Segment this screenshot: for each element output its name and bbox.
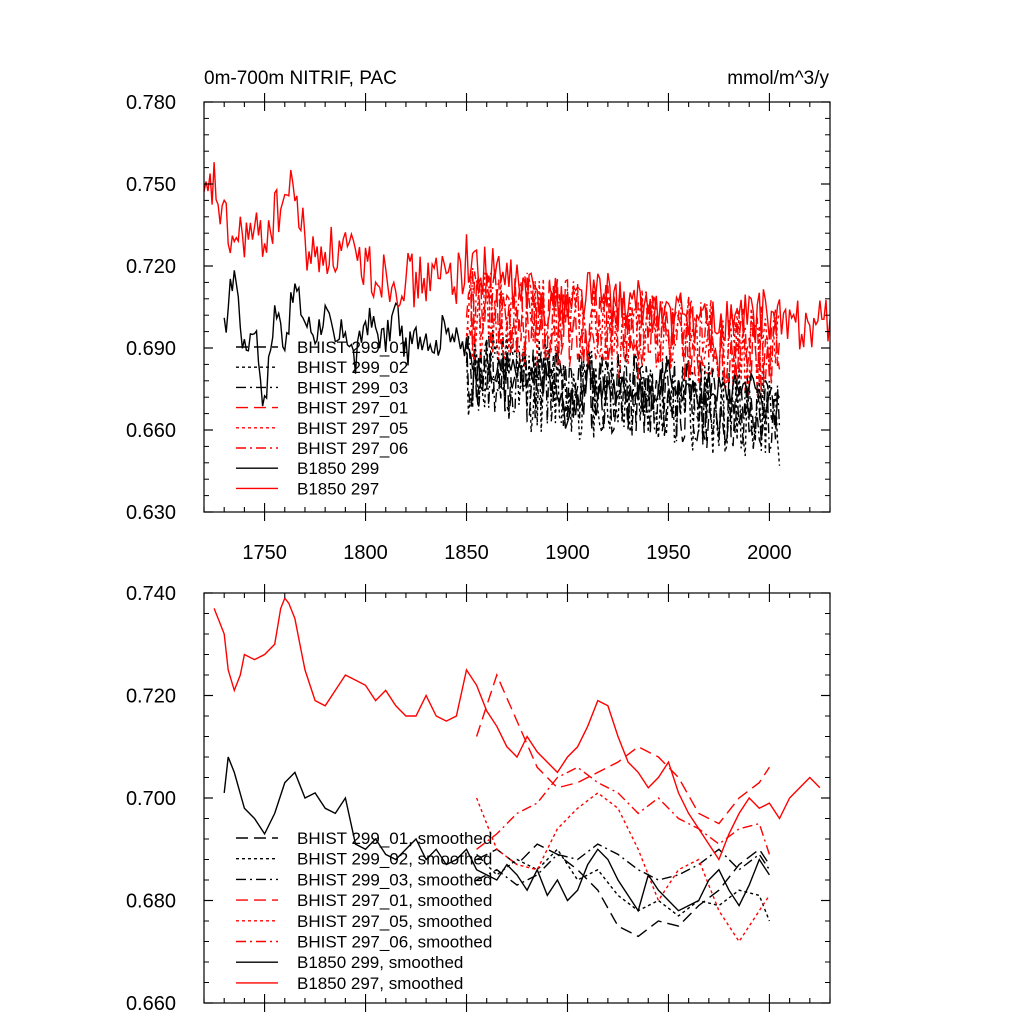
top-series-line-8 bbox=[204, 162, 830, 353]
bottom-chart: 0.660 0.680 0.700 0.720 0.740 BHIST 299_01, … bbox=[126, 583, 831, 1015]
top-series-line-7 bbox=[223, 270, 771, 429]
top-axes: 0.630 0.660 0.690 0.720 0.750 0.780 1750 1800 18… bbox=[126, 92, 831, 564]
bottom-plot-frame bbox=[203, 592, 831, 1004]
bottom-legend-label: B1850 297, smoothed bbox=[297, 974, 463, 993]
top-chart: 0m-700m NITRIF, PAC mmol/m^3/y 0.630 0.66… bbox=[126, 68, 831, 564]
top-x-tick-label: 1850 bbox=[444, 542, 489, 564]
bottom-series-line-3 bbox=[476, 843, 770, 886]
bottom-series-layer bbox=[213, 596, 821, 943]
top-legend-label: BHIST 299_03 bbox=[297, 378, 408, 397]
bottom-legend-label: BHIST 299_03, smoothed bbox=[297, 870, 492, 889]
top-x-tick-label: 1950 bbox=[646, 542, 691, 564]
top-y-tick-label: 0.780 bbox=[126, 92, 176, 114]
top-x-tick-label: 1800 bbox=[343, 542, 388, 564]
top-legend-label: BHIST 297_01 bbox=[297, 399, 408, 418]
top-legend-label: BHIST 299_01 bbox=[297, 338, 408, 357]
bottom-series-line-8 bbox=[213, 596, 821, 862]
bottom-legend-label: BHIST 297_06, smoothed bbox=[297, 933, 492, 952]
top-legend-label: BHIST 297_06 bbox=[297, 439, 408, 458]
bottom-series-line-2 bbox=[476, 848, 771, 922]
bottom-legend: BHIST 299_01, smoothed BHIST 299_02, smoo… bbox=[236, 829, 492, 993]
bottom-legend-label: BHIST 297_05, smoothed bbox=[297, 912, 492, 931]
top-series-line-6 bbox=[465, 267, 781, 385]
top-chart-units: mmol/m^3/y bbox=[727, 68, 829, 89]
top-chart-title: 0m-700m NITRIF, PAC bbox=[204, 68, 397, 89]
bottom-y-tick-label: 0.700 bbox=[126, 788, 176, 810]
top-series-layer bbox=[204, 162, 830, 466]
bottom-series-line-1 bbox=[476, 843, 770, 938]
bottom-series-line-4 bbox=[475, 673, 770, 825]
top-x-tick-label: 2000 bbox=[747, 542, 792, 564]
bottom-series-line-6 bbox=[476, 766, 771, 855]
top-legend-label: BHIST 299_02 bbox=[297, 358, 408, 377]
top-legend-label: B1850 297 bbox=[297, 479, 379, 498]
top-x-tick-label: 1750 bbox=[242, 542, 287, 564]
bottom-series-line-5 bbox=[475, 792, 770, 943]
top-y-tick-label: 0.630 bbox=[126, 502, 176, 524]
bottom-y-tick-label: 0.680 bbox=[126, 891, 176, 913]
bottom-y-tick-label: 0.720 bbox=[126, 686, 176, 708]
top-series-line-3 bbox=[465, 333, 781, 454]
top-x-tick-label: 1900 bbox=[545, 542, 590, 564]
bottom-legend-label: BHIST 297_01, smoothed bbox=[297, 891, 492, 910]
top-legend-label: BHIST 297_05 bbox=[297, 419, 408, 438]
top-series-line-2 bbox=[465, 329, 781, 466]
top-y-tick-label: 0.720 bbox=[126, 256, 176, 278]
bottom-legend-label: B1850 299, smoothed bbox=[297, 953, 463, 972]
top-y-tick-label: 0.750 bbox=[126, 174, 176, 196]
top-y-tick-label: 0.690 bbox=[126, 338, 176, 360]
bottom-series-line-7 bbox=[223, 756, 770, 913]
bottom-y-tick-label: 0.740 bbox=[126, 583, 176, 605]
bottom-legend-label: BHIST 299_01, smoothed bbox=[297, 829, 492, 848]
top-plot-frame bbox=[203, 101, 831, 513]
top-series-line-4 bbox=[465, 271, 781, 390]
top-legend-label: B1850 299 bbox=[297, 459, 379, 478]
bottom-legend-label: BHIST 299_02, smoothed bbox=[297, 850, 492, 869]
top-y-tick-label: 0.660 bbox=[126, 420, 176, 442]
bottom-y-tick-label: 0.660 bbox=[126, 993, 176, 1015]
